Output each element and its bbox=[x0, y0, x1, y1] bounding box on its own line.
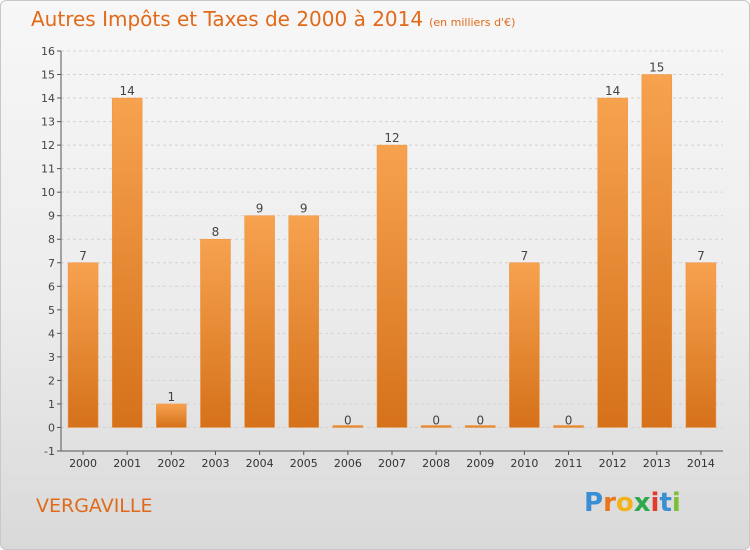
y-tick-label: 11 bbox=[41, 163, 55, 176]
data-label-2009: 0 bbox=[476, 413, 484, 427]
bar-2010 bbox=[509, 262, 540, 428]
y-tick-label: 12 bbox=[41, 139, 55, 152]
x-tick-label: 2014 bbox=[687, 457, 715, 470]
data-label-2001: 14 bbox=[120, 84, 135, 98]
logo-letter: P bbox=[584, 488, 604, 518]
data-label-2013: 15 bbox=[649, 61, 664, 75]
bar-2008 bbox=[420, 425, 452, 428]
location-label: VERGAVILLE bbox=[36, 495, 153, 517]
y-tick-label: 9 bbox=[48, 210, 55, 223]
bar-2002 bbox=[156, 403, 187, 428]
logo-letter: x bbox=[633, 488, 651, 518]
x-tick-label: 2009 bbox=[466, 457, 494, 470]
x-tick-label: 2000 bbox=[69, 457, 97, 470]
bar-2013 bbox=[641, 74, 673, 428]
x-tick-label: 2004 bbox=[246, 457, 274, 470]
data-label-2010: 7 bbox=[521, 249, 529, 263]
y-tick-label: 0 bbox=[48, 421, 55, 434]
y-tick-label: 3 bbox=[48, 351, 55, 364]
data-label-2011: 0 bbox=[565, 413, 573, 427]
bar-2004 bbox=[244, 215, 275, 428]
x-tick-label: 2003 bbox=[201, 457, 229, 470]
y-tick-label: 7 bbox=[48, 257, 55, 270]
x-tick-label: 2005 bbox=[290, 457, 318, 470]
bar-2005 bbox=[288, 215, 319, 428]
bar-2009 bbox=[465, 425, 496, 428]
logo-letter: t bbox=[659, 488, 672, 518]
bar-2001 bbox=[111, 97, 143, 428]
x-tick-label: 2013 bbox=[643, 457, 671, 470]
x-tick-label: 2011 bbox=[555, 457, 583, 470]
y-tick-label: 4 bbox=[48, 327, 55, 340]
logo-letter: i bbox=[671, 488, 681, 518]
logo-letter: r bbox=[603, 488, 616, 518]
y-tick-label: 16 bbox=[41, 45, 55, 58]
logo-letter: o bbox=[615, 488, 634, 518]
y-tick-label: 13 bbox=[41, 116, 55, 129]
x-tick-label: 2012 bbox=[599, 457, 627, 470]
bar-2012 bbox=[597, 97, 628, 428]
y-tick-label: 1 bbox=[48, 398, 55, 411]
data-label-2000: 7 bbox=[79, 249, 87, 263]
y-tick-label: 15 bbox=[41, 69, 55, 82]
bar-2006 bbox=[332, 425, 364, 428]
x-tick-label: 2007 bbox=[378, 457, 406, 470]
logo-letter: i bbox=[650, 488, 660, 518]
x-tick-label: 2002 bbox=[157, 457, 185, 470]
data-label-2005: 9 bbox=[300, 202, 308, 216]
title-unit: (en milliers d'€) bbox=[429, 16, 516, 29]
bar-2014 bbox=[685, 262, 717, 428]
data-label-2007: 12 bbox=[384, 131, 399, 145]
x-tick-label: 2010 bbox=[510, 457, 538, 470]
data-label-2014: 7 bbox=[697, 249, 705, 263]
data-label-2006: 0 bbox=[344, 413, 352, 427]
y-tick-label: 6 bbox=[48, 280, 55, 293]
y-tick-label: 5 bbox=[48, 304, 55, 317]
data-label-2003: 8 bbox=[212, 225, 220, 239]
bar-2003 bbox=[200, 238, 231, 428]
data-label-2002: 1 bbox=[168, 390, 176, 404]
data-label-2012: 14 bbox=[605, 84, 620, 98]
x-tick-label: 2001 bbox=[113, 457, 141, 470]
y-tick-label: 10 bbox=[41, 186, 55, 199]
bar-2007 bbox=[376, 144, 408, 428]
title-text: Autres Impôts et Taxes de 2000 à 2014 bbox=[31, 7, 424, 31]
data-label-2004: 9 bbox=[256, 202, 264, 216]
y-tick-label: 8 bbox=[48, 233, 55, 246]
data-label-2008: 0 bbox=[432, 413, 440, 427]
x-tick-label: 2008 bbox=[422, 457, 450, 470]
proxiti-logo: Proxiti bbox=[584, 488, 681, 518]
bar-2000 bbox=[67, 262, 99, 428]
y-tick-label: 2 bbox=[48, 374, 55, 387]
chart-title: Autres Impôts et Taxes de 2000 à 2014 (en… bbox=[31, 7, 515, 31]
y-tick-label: -1 bbox=[44, 445, 55, 458]
bar-2011 bbox=[553, 425, 584, 428]
x-tick-label: 2006 bbox=[334, 457, 362, 470]
y-tick-label: 14 bbox=[41, 92, 55, 105]
